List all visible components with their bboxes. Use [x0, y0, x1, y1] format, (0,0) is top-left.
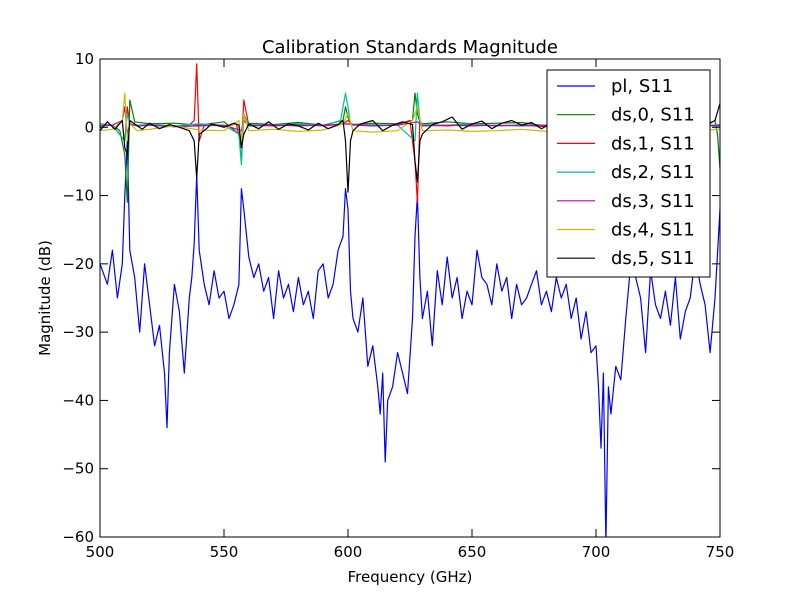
x-tick-label: 750 [706, 543, 735, 561]
x-tick-label: 600 [334, 543, 363, 561]
plot-frame [99, 58, 721, 538]
series-line-0 [100, 140, 720, 537]
legend-label-0: pl, S11 [611, 76, 673, 97]
chart-title: Calibration Standards Magnitude [262, 37, 558, 58]
legend-label-1: ds,0, S11 [611, 105, 695, 126]
y-tick-label: 0 [84, 118, 94, 136]
y-tick-label: −10 [62, 187, 94, 205]
ticks-layer: 500 550 600 650 700 750 10 0 −10 −20 −30 −40 −50 −60 [62, 50, 734, 561]
y-tick-label: −30 [62, 323, 94, 341]
x-tick-label: 500 [86, 543, 115, 561]
y-tick-label: 10 [75, 50, 94, 68]
legend-label-4: ds,3, S11 [611, 191, 695, 212]
y-axis-label: Magnitude (dB) [36, 240, 54, 356]
y-tick-label: −20 [62, 255, 94, 273]
y-tick-label: −40 [62, 391, 94, 409]
legend-label-3: ds,2, S11 [611, 162, 695, 183]
y-tick-label: −50 [62, 460, 94, 478]
x-axis-label: Frequency (GHz) [348, 568, 473, 586]
legend-label-5: ds,4, S11 [611, 220, 695, 241]
x-tick-label: 700 [582, 543, 611, 561]
legend: pl, S11 ds,0, S11 ds,1, S11 ds,2, S11 ds,3, … [546, 69, 711, 278]
legend-label-2: ds,1, S11 [611, 133, 695, 154]
legend-label-6: ds,5, S11 [611, 248, 695, 269]
x-tick-label: 550 [210, 543, 239, 561]
y-tick-label: −60 [62, 528, 94, 546]
x-tick-label: 650 [458, 543, 487, 561]
legend-box [546, 69, 711, 278]
